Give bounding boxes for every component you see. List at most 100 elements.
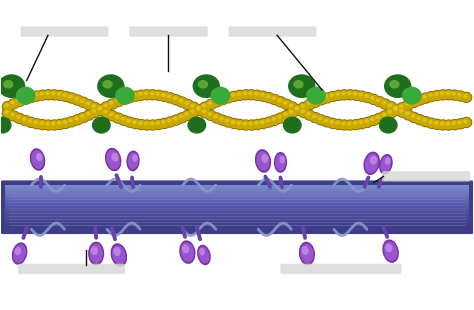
- Ellipse shape: [275, 154, 286, 171]
- Ellipse shape: [27, 94, 32, 98]
- Ellipse shape: [252, 120, 263, 129]
- Ellipse shape: [202, 104, 207, 108]
- Ellipse shape: [57, 121, 62, 125]
- Ellipse shape: [350, 90, 362, 101]
- Ellipse shape: [229, 91, 239, 101]
- Ellipse shape: [270, 95, 280, 104]
- Ellipse shape: [141, 119, 153, 131]
- Ellipse shape: [30, 148, 46, 171]
- Ellipse shape: [301, 109, 305, 113]
- Ellipse shape: [124, 117, 136, 128]
- Ellipse shape: [187, 117, 206, 134]
- Ellipse shape: [256, 151, 270, 171]
- Ellipse shape: [265, 94, 270, 98]
- Ellipse shape: [431, 119, 443, 130]
- Ellipse shape: [161, 120, 166, 124]
- Ellipse shape: [263, 117, 275, 128]
- Ellipse shape: [437, 119, 449, 131]
- Ellipse shape: [417, 97, 421, 100]
- Ellipse shape: [422, 118, 427, 122]
- Ellipse shape: [246, 119, 258, 131]
- FancyBboxPatch shape: [5, 197, 469, 200]
- Ellipse shape: [417, 116, 421, 120]
- Ellipse shape: [420, 93, 431, 103]
- Ellipse shape: [199, 107, 211, 118]
- Ellipse shape: [451, 92, 456, 95]
- Ellipse shape: [274, 152, 287, 173]
- Ellipse shape: [213, 115, 218, 118]
- FancyBboxPatch shape: [382, 171, 470, 182]
- Ellipse shape: [339, 90, 349, 100]
- Ellipse shape: [446, 91, 450, 95]
- Ellipse shape: [310, 97, 320, 107]
- Ellipse shape: [392, 106, 402, 115]
- Ellipse shape: [274, 96, 287, 108]
- Ellipse shape: [153, 119, 165, 130]
- Ellipse shape: [72, 95, 82, 105]
- Ellipse shape: [80, 114, 85, 118]
- Ellipse shape: [171, 115, 181, 125]
- Ellipse shape: [240, 120, 251, 130]
- Ellipse shape: [223, 93, 234, 103]
- Ellipse shape: [379, 110, 391, 122]
- Ellipse shape: [164, 116, 176, 128]
- Ellipse shape: [289, 110, 293, 113]
- Ellipse shape: [457, 93, 462, 96]
- Ellipse shape: [77, 112, 90, 123]
- Ellipse shape: [229, 119, 239, 128]
- Ellipse shape: [55, 120, 65, 129]
- Ellipse shape: [385, 157, 391, 165]
- Ellipse shape: [231, 120, 236, 124]
- Ellipse shape: [187, 107, 200, 118]
- Ellipse shape: [264, 117, 274, 127]
- Ellipse shape: [32, 91, 42, 101]
- FancyBboxPatch shape: [5, 191, 469, 193]
- Ellipse shape: [269, 94, 281, 105]
- Ellipse shape: [22, 96, 27, 100]
- Ellipse shape: [274, 112, 287, 124]
- Ellipse shape: [440, 122, 445, 126]
- Ellipse shape: [74, 97, 79, 100]
- Ellipse shape: [127, 150, 140, 171]
- Ellipse shape: [130, 91, 141, 101]
- Ellipse shape: [19, 115, 31, 126]
- Ellipse shape: [324, 95, 328, 99]
- Ellipse shape: [339, 120, 349, 130]
- Ellipse shape: [383, 239, 399, 263]
- Ellipse shape: [95, 105, 106, 114]
- Ellipse shape: [83, 99, 95, 110]
- Ellipse shape: [258, 119, 268, 128]
- Ellipse shape: [275, 97, 286, 106]
- Ellipse shape: [280, 99, 292, 110]
- Ellipse shape: [295, 107, 299, 111]
- Ellipse shape: [13, 113, 26, 124]
- Ellipse shape: [402, 109, 414, 121]
- Ellipse shape: [118, 116, 129, 125]
- Ellipse shape: [208, 101, 212, 105]
- Ellipse shape: [43, 120, 54, 130]
- Ellipse shape: [419, 116, 432, 127]
- Ellipse shape: [351, 120, 361, 129]
- Ellipse shape: [173, 96, 177, 100]
- Ellipse shape: [173, 117, 177, 121]
- Ellipse shape: [68, 95, 73, 99]
- Ellipse shape: [438, 120, 448, 130]
- Ellipse shape: [293, 105, 303, 114]
- Ellipse shape: [113, 113, 123, 123]
- Ellipse shape: [265, 119, 270, 122]
- Ellipse shape: [4, 110, 9, 114]
- Ellipse shape: [415, 115, 425, 124]
- Ellipse shape: [202, 109, 207, 113]
- FancyBboxPatch shape: [5, 214, 469, 217]
- Ellipse shape: [315, 94, 327, 106]
- Ellipse shape: [106, 99, 118, 110]
- Ellipse shape: [45, 122, 50, 126]
- Ellipse shape: [414, 114, 426, 125]
- Ellipse shape: [138, 92, 143, 96]
- Ellipse shape: [367, 115, 380, 126]
- Ellipse shape: [2, 102, 13, 111]
- Ellipse shape: [57, 92, 62, 96]
- Ellipse shape: [254, 121, 259, 125]
- FancyBboxPatch shape: [5, 221, 469, 223]
- FancyBboxPatch shape: [5, 208, 469, 210]
